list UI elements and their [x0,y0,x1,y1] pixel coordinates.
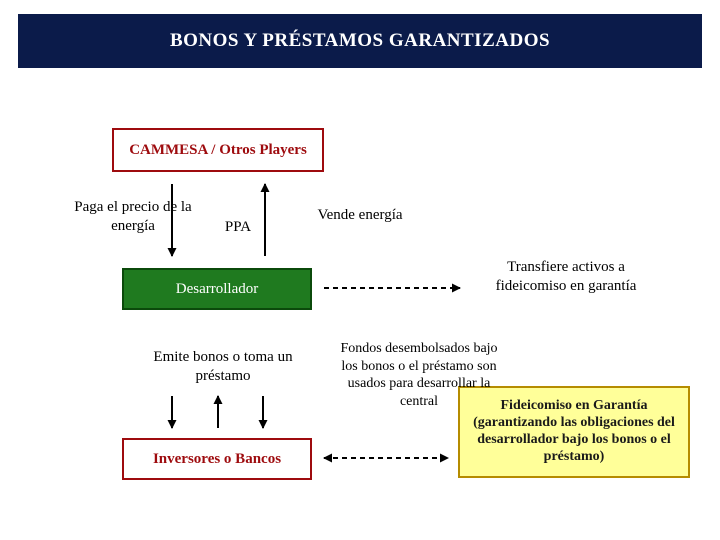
diagram-stage: BONOS Y PRÉSTAMOS GARANTIZADOS CAMMESA /… [0,0,720,540]
label-emite: Emite bonos o toma un préstamo [138,348,308,386]
label-vende: Vende energía [290,206,430,225]
label-paga-precio: Paga el precio de la energía [58,198,208,236]
label-ppa: PPA [218,218,258,237]
label-transfiere-text: Transfiere activos a fideicomiso en gara… [496,259,637,294]
node-desarrollador: Desarrollador [122,268,312,310]
title-text: BONOS Y PRÉSTAMOS GARANTIZADOS [170,30,550,52]
cammesa-label: CAMMESA / Otros Players [129,141,307,159]
label-fondos: Fondos desembolsados bajo los bonos o el… [332,340,506,410]
title-bar: BONOS Y PRÉSTAMOS GARANTIZADOS [18,14,702,68]
label-fondos-text: Fondos desembolsados bajo los bonos o el… [340,341,497,409]
inversores-label: Inversores o Bancos [153,450,281,468]
label-transfiere: Transfiere activos a fideicomiso en gara… [476,258,656,296]
label-vende-text: Vende energía [317,207,402,223]
label-ppa-text: PPA [225,219,251,235]
label-emite-text: Emite bonos o toma un préstamo [153,349,292,384]
node-cammesa: CAMMESA / Otros Players [112,128,324,172]
label-paga-text: Paga el precio de la energía [74,199,191,234]
desarrollador-label: Desarrollador [176,280,258,298]
node-inversores: Inversores o Bancos [122,438,312,480]
